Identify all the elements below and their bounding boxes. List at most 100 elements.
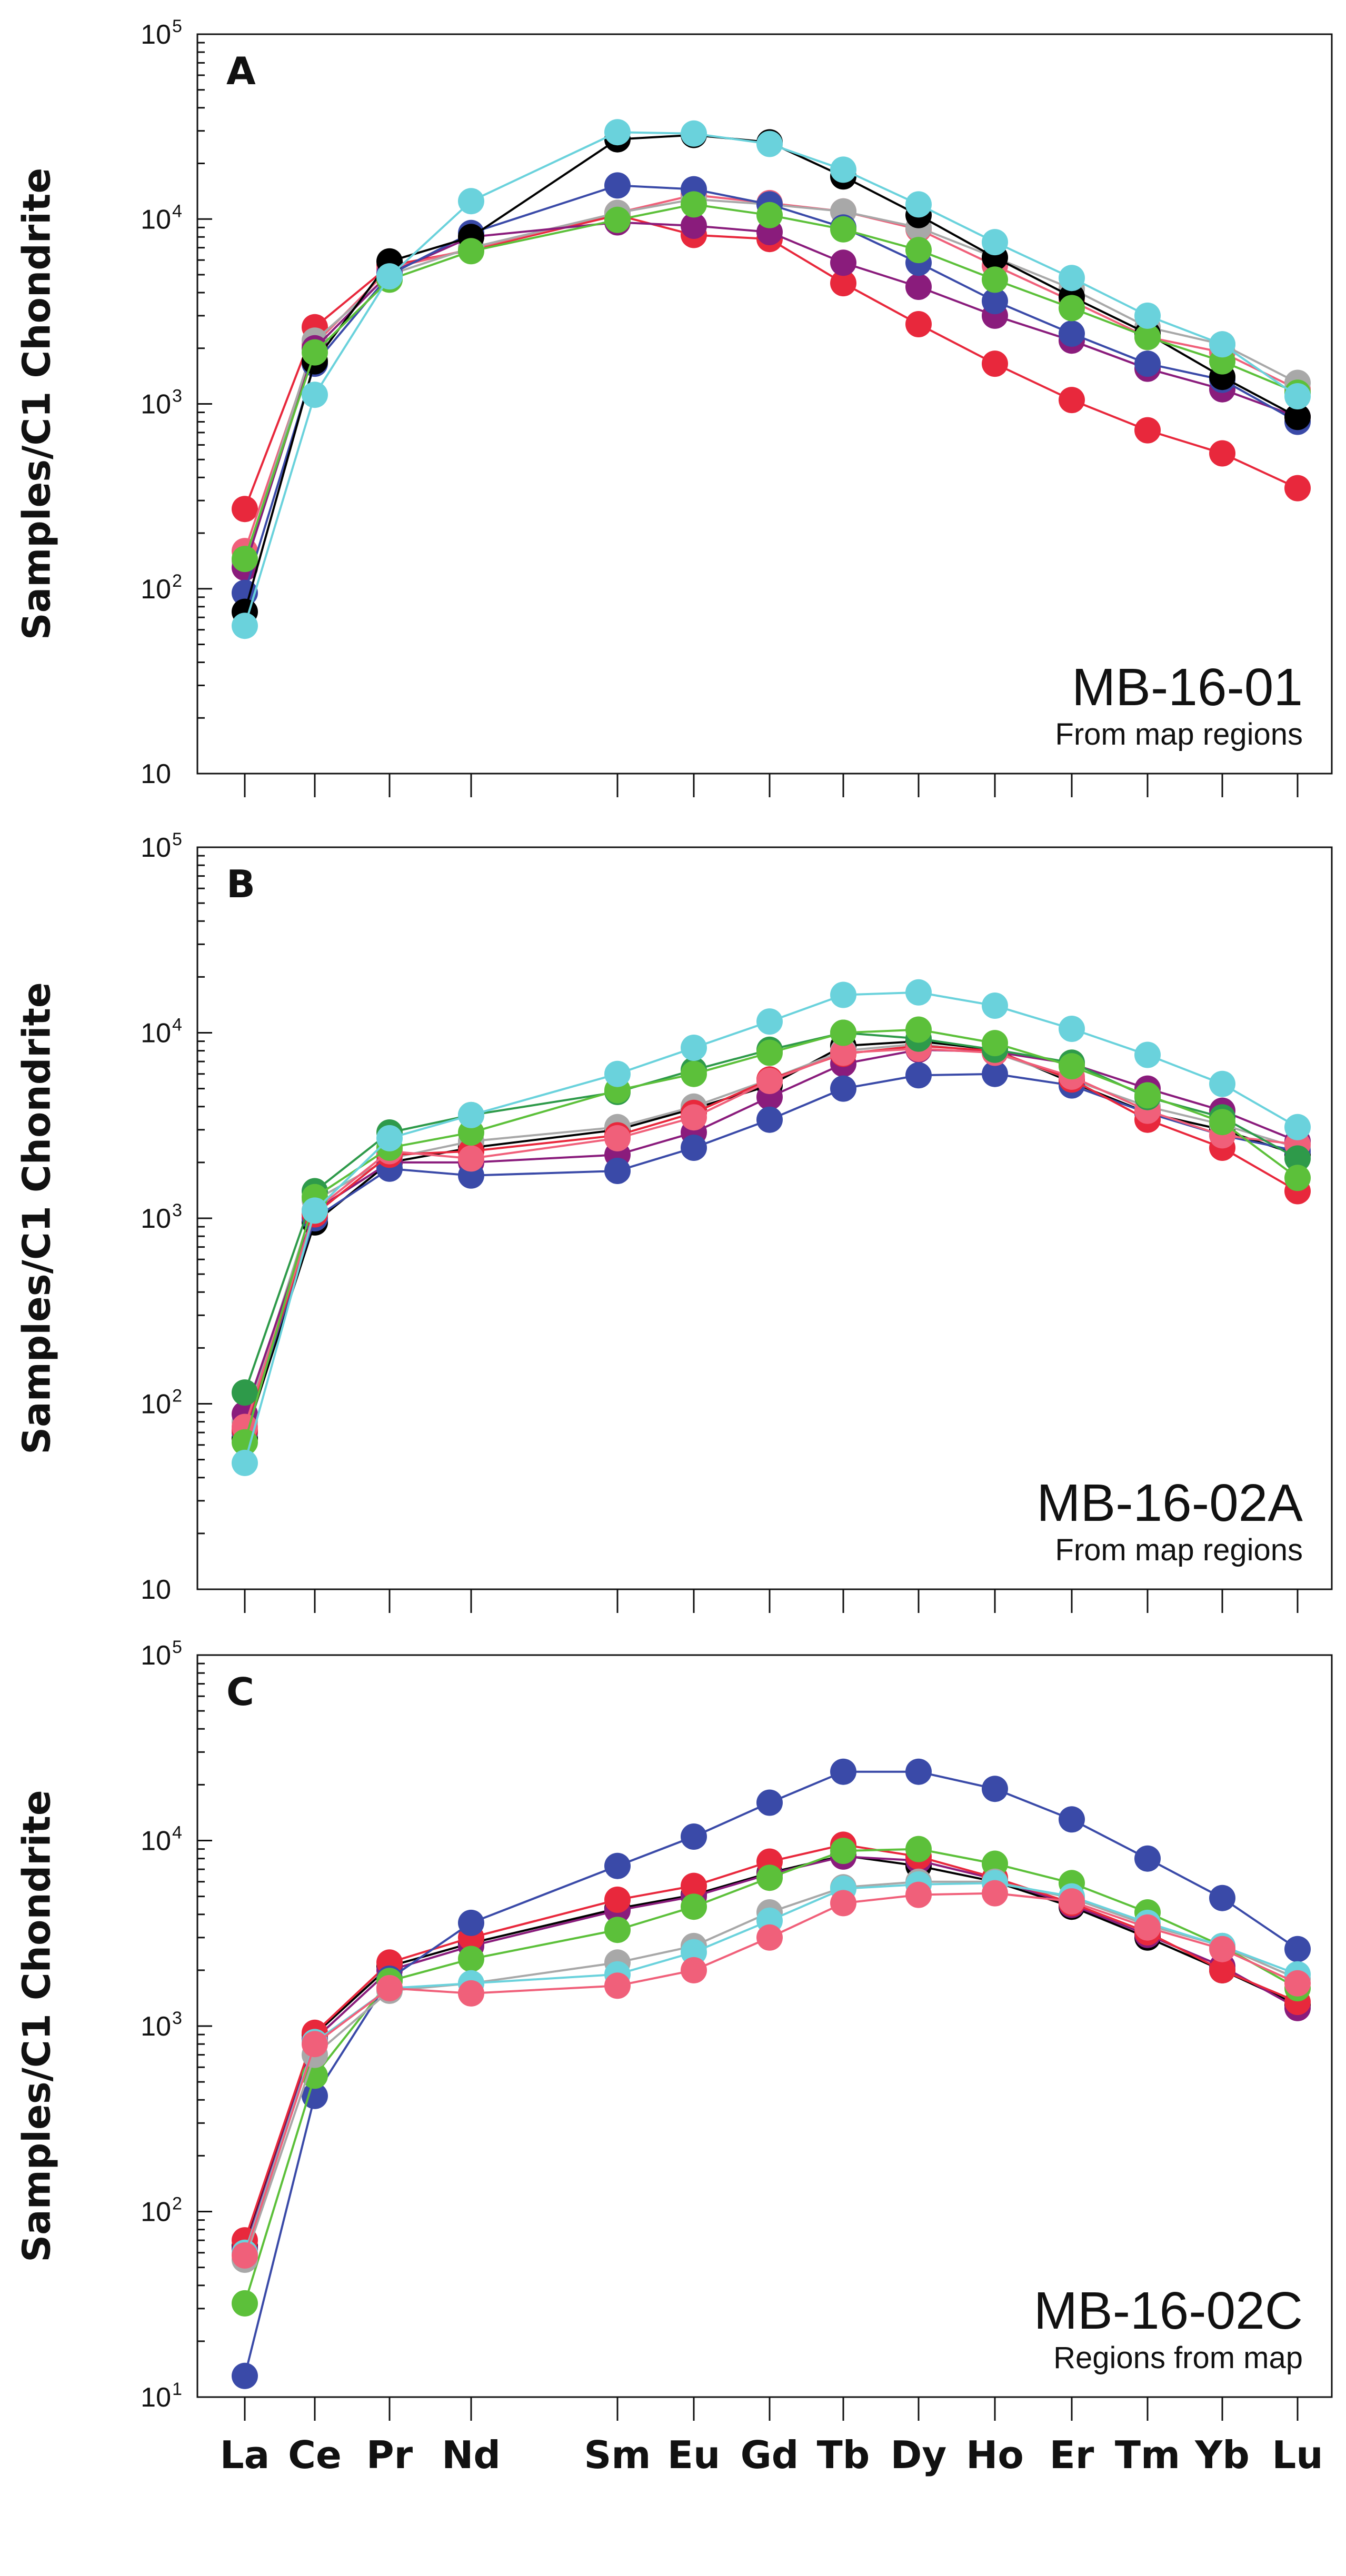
- x-tick-label-Nd: Nd: [442, 2433, 501, 2477]
- sample-name: MB-16-02C: [1034, 2281, 1303, 2340]
- y-axis-label: Samples/C1 Chondrite: [15, 982, 59, 1454]
- data-point-green-Dy: [905, 1016, 932, 1043]
- data-point-green-Tm: [1134, 324, 1161, 350]
- series-line-gray: [244, 1043, 1298, 1422]
- y-tick-exponent: 4: [172, 1015, 182, 1035]
- data-point-red-Yb: [1209, 1957, 1235, 1983]
- y-axis-label: Samples/C1 Chondrite: [15, 168, 59, 640]
- data-point-pink-Eu: [681, 1957, 707, 1983]
- sample-subtitle: Regions from map: [1053, 2341, 1303, 2375]
- data-point-pink-Tb: [830, 1890, 856, 1917]
- data-point-pink-Gd: [756, 1068, 783, 1094]
- y-tick-label: 10: [141, 19, 171, 50]
- data-point-green-Tb: [830, 216, 856, 243]
- data-point-green-Dy: [905, 237, 932, 264]
- data-point-cyan-Yb: [1209, 1070, 1235, 1097]
- data-point-purple-Eu: [681, 213, 707, 239]
- y-tick-exponent: 5: [172, 1637, 182, 1657]
- data-point-cyan-Tm: [1134, 1041, 1161, 1068]
- data-point-navy-Gd: [756, 1106, 783, 1133]
- y-tick-exponent: 1: [172, 2379, 182, 2399]
- data-point-cyan-Gd: [756, 131, 783, 157]
- data-point-green-Ce: [302, 2062, 328, 2089]
- series-cyan: [232, 119, 1311, 639]
- y-tick-label: 10: [141, 1389, 171, 1420]
- x-tick-label-Yb: Yb: [1194, 2433, 1250, 2477]
- data-point-red-Tb: [830, 270, 856, 297]
- y-tick-exponent: 5: [172, 829, 182, 849]
- data-point-green-Er: [1059, 295, 1085, 322]
- data-point-navy-Eu: [681, 1135, 707, 1161]
- data-point-navy-Tb: [830, 1758, 856, 1785]
- data-point-cyan-Gd: [756, 1008, 783, 1035]
- x-tick-label-Pr: Pr: [366, 2433, 413, 2477]
- series-green: [232, 1836, 1311, 2317]
- series-line-navy: [244, 1770, 1299, 2377]
- series-line-navy: [244, 184, 1298, 594]
- data-point-navy-Ho: [982, 1776, 1008, 1802]
- data-point-cyan-Eu: [681, 1035, 707, 1061]
- data-point-red-Lu: [1284, 475, 1311, 502]
- data-point-green-Gd: [756, 1865, 783, 1891]
- y-tick-label: 10: [141, 204, 171, 235]
- y-tick-label: 10: [141, 833, 171, 863]
- data-point-pink-Lu: [1284, 1970, 1311, 1997]
- data-point-green-La: [232, 2290, 258, 2317]
- data-point-cyan-La: [232, 1449, 258, 1476]
- data-point-green-Tm: [1134, 1082, 1161, 1109]
- data-point-pink-Yb: [1209, 1936, 1235, 1962]
- data-point-cyan-Ce: [302, 382, 328, 408]
- data-point-darkgreen-Lu: [1284, 1145, 1311, 1172]
- data-point-pink-Gd: [756, 1924, 783, 1951]
- y-tick-exponent: 2: [172, 1386, 182, 1406]
- series-line-cyan: [244, 1882, 1298, 2253]
- data-point-pink-La: [232, 2242, 258, 2269]
- panel-letter: C: [226, 1670, 254, 1714]
- data-point-cyan-Ho: [982, 993, 1008, 1019]
- data-point-navy-Sm: [604, 1852, 631, 1879]
- sample-name: MB-16-01: [1072, 658, 1303, 717]
- y-tick-exponent: 3: [172, 1200, 182, 1220]
- series-line-green: [244, 1848, 1298, 2304]
- y-tick-exponent: 4: [172, 1823, 182, 1843]
- series-line-cyan: [244, 131, 1299, 626]
- data-point-green-Lu: [1284, 1165, 1311, 1191]
- data-point-navy-Ce: [302, 2082, 328, 2109]
- data-point-cyan-Dy: [905, 979, 932, 1006]
- data-point-navy-Lu: [1284, 1936, 1311, 1962]
- x-tick-label-Lu: Lu: [1272, 2433, 1323, 2477]
- data-point-green-Gd: [756, 1039, 783, 1066]
- sample-name: MB-16-02A: [1036, 1474, 1303, 1532]
- data-point-navy-Ho: [982, 288, 1008, 315]
- data-point-green-Sm: [604, 1917, 631, 1943]
- data-point-red-La: [232, 496, 258, 523]
- series-line-pink: [244, 1047, 1298, 1428]
- data-point-navy-Gd: [756, 1789, 783, 1816]
- data-point-green-Eu: [681, 1893, 707, 1920]
- series-line-gray: [244, 198, 1298, 563]
- data-point-navy-Dy: [905, 1758, 932, 1785]
- data-point-cyan-Eu: [681, 120, 707, 147]
- data-point-cyan-Nd: [458, 1101, 484, 1128]
- data-point-red-Eu: [681, 1872, 707, 1899]
- data-point-cyan-Eu: [681, 1939, 707, 1966]
- data-point-cyan-Dy: [905, 191, 932, 218]
- data-point-green-La: [232, 546, 258, 573]
- data-point-green-Tb: [830, 1019, 856, 1046]
- data-point-red-Sm: [604, 1886, 631, 1913]
- data-point-pink-Eu: [681, 1104, 707, 1131]
- series-cyan: [232, 979, 1311, 1476]
- data-point-cyan-Lu: [1284, 383, 1311, 409]
- x-tick-label-Dy: Dy: [891, 2433, 947, 2477]
- data-point-navy-Yb: [1209, 1885, 1235, 1911]
- data-point-cyan-Tb: [830, 981, 856, 1008]
- data-point-pink-Tb: [830, 1039, 856, 1066]
- y-tick-exponent: 2: [172, 2194, 182, 2214]
- data-point-pink-Nd: [458, 1980, 484, 2007]
- data-point-navy-Dy: [905, 1062, 932, 1089]
- x-tick-label-La: La: [220, 2433, 270, 2477]
- y-tick-label: 10: [141, 389, 171, 420]
